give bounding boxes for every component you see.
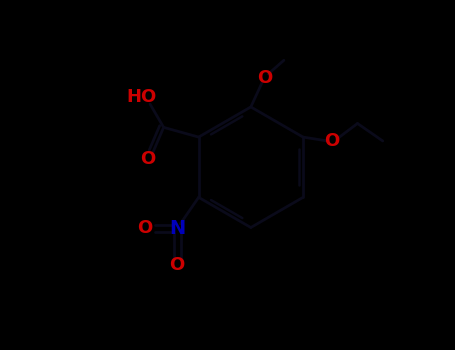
Text: HO: HO [126,88,157,106]
Text: N: N [169,219,185,238]
Text: O: O [141,150,156,168]
Text: O: O [137,219,152,237]
Text: O: O [257,69,272,87]
Text: O: O [324,132,340,150]
Text: O: O [170,256,185,274]
